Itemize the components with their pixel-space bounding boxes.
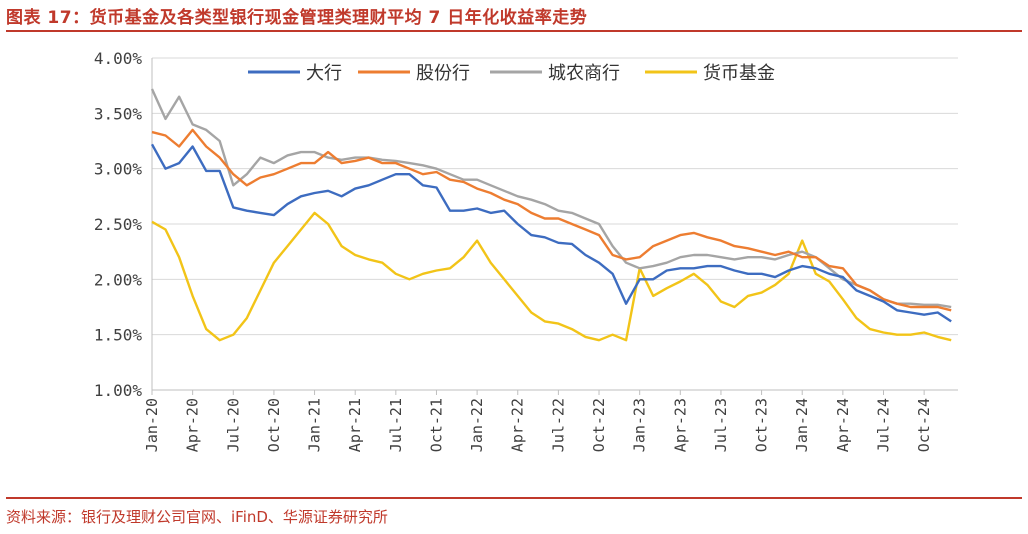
x-tick-label: Jan-24 <box>793 398 811 452</box>
x-tick-label: Oct-20 <box>265 398 283 452</box>
x-tick-label: Jan-22 <box>468 398 486 452</box>
chart-title: 图表 17：货币基金及各类型银行现金管理类理财平均 7 日年化收益率走势 <box>6 8 588 28</box>
x-tick-label: Jan-20 <box>143 398 161 452</box>
footer-divider <box>6 497 1022 499</box>
series-lines <box>150 88 952 342</box>
x-tick-label: Jan-23 <box>631 398 649 452</box>
y-tick-label: 1.00% <box>94 381 143 400</box>
x-tick-label: Oct-22 <box>590 398 608 452</box>
x-tick-label: Jul-23 <box>712 398 730 452</box>
y-tick-label: 1.50% <box>94 326 143 345</box>
series-line-3 <box>151 211 952 342</box>
source-note: 资料来源：银行及理财公司官网、iFinD、华源证券研究所 <box>6 508 388 526</box>
legend-label-2: 城农商行 <box>548 63 620 84</box>
x-tick-label: Jul-24 <box>874 398 892 452</box>
x-tick-label: Oct-23 <box>753 398 771 452</box>
x-tick-label: Jul-20 <box>224 398 242 452</box>
y-tick-label: 2.00% <box>94 270 143 289</box>
title-divider <box>6 30 1022 32</box>
x-tick-label: Jan-21 <box>306 398 324 452</box>
x-tick-label: Apr-22 <box>509 398 527 452</box>
x-axis-ticks: Jan-20 Apr-20 Jul-20 Oct-20 Jan-21 Apr-21 Jul-… <box>143 390 933 452</box>
y-tick-label: 4.00% <box>94 49 143 68</box>
x-tick-label: Oct-24 <box>915 398 933 452</box>
legend: 大行 股份行 城农商行 货币基金 <box>248 63 775 84</box>
x-tick-label: Apr-20 <box>184 398 202 452</box>
legend-label-0: 大行 <box>306 63 342 84</box>
x-tick-label: Jul-22 <box>549 398 567 452</box>
y-tick-label: 3.50% <box>94 104 143 123</box>
x-tick-label: Apr-21 <box>346 398 364 452</box>
legend-label-3: 货币基金 <box>703 63 775 84</box>
series-line-1 <box>151 128 952 312</box>
grid-lines <box>151 57 958 391</box>
series-line-0 <box>150 143 952 323</box>
x-tick-label: Apr-24 <box>834 398 852 452</box>
legend-label-1: 股份行 <box>416 63 470 84</box>
y-tick-label: 2.50% <box>94 215 143 234</box>
x-tick-label: Apr-23 <box>671 398 689 452</box>
x-tick-label: Jul-21 <box>387 398 405 452</box>
y-tick-label: 3.00% <box>94 160 143 179</box>
y-axis-ticks: 4.00% 3.50% 3.00% 2.50% 2.00% 1.50% 1.00% <box>94 49 143 400</box>
x-tick-label: Oct-21 <box>427 398 445 452</box>
